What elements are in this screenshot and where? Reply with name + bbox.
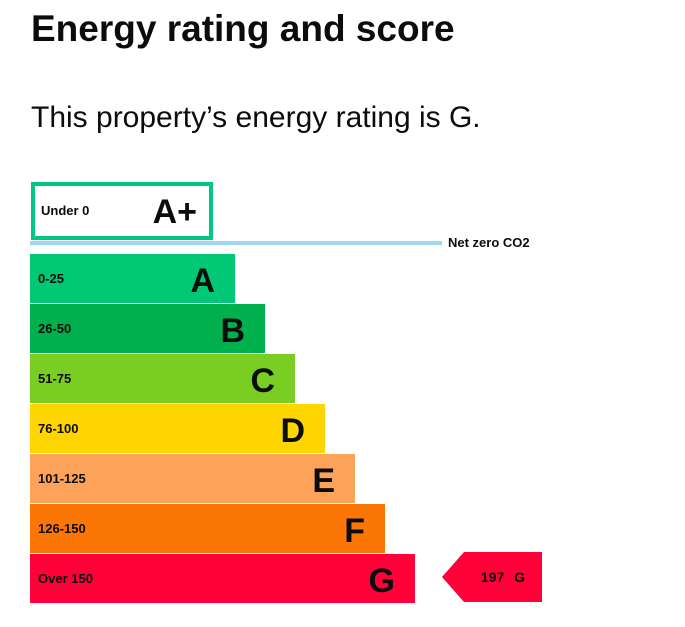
band-range-label: 126-150 — [38, 521, 86, 536]
page-title: Energy rating and score — [31, 8, 455, 49]
band-range-label: 76-100 — [38, 421, 79, 436]
band-letter: D — [280, 412, 305, 450]
aplus-band: Under 0 A+ — [31, 182, 213, 240]
band-letter: A — [190, 262, 215, 300]
band-letter: G — [368, 562, 395, 600]
band-a: 0-25 A — [30, 254, 235, 303]
net-zero-line — [30, 241, 442, 245]
aplus-range-label: Under 0 — [41, 203, 90, 218]
band-d: 76-100 D — [30, 404, 325, 453]
current-rating-marker: 197 G — [442, 552, 542, 602]
band-range-label: 0-25 — [38, 271, 65, 286]
aplus-letter: A+ — [152, 193, 197, 231]
band-range-label: 51-75 — [38, 371, 72, 386]
band-range-label: 101-125 — [38, 471, 86, 486]
band-f: 126-150 F — [30, 504, 385, 553]
current-rating-arrow — [442, 552, 542, 602]
band-range-label: 26-50 — [38, 321, 72, 336]
band-letter: E — [312, 462, 335, 500]
net-zero-label: Net zero CO2 — [448, 235, 530, 250]
band-g: Over 150 G — [30, 554, 415, 603]
band-e: 101-125 E — [30, 454, 355, 503]
band-letter: F — [344, 512, 365, 550]
current-rating-label: 197 G — [480, 569, 526, 585]
band-c: 51-75 C — [30, 354, 295, 403]
band-range-label: Over 150 — [38, 571, 93, 586]
band-letter: B — [220, 312, 245, 350]
band-b: 26-50 B — [30, 304, 265, 353]
band-letter: C — [250, 362, 275, 400]
rating-summary: This property’s energy rating is G. — [31, 101, 481, 134]
